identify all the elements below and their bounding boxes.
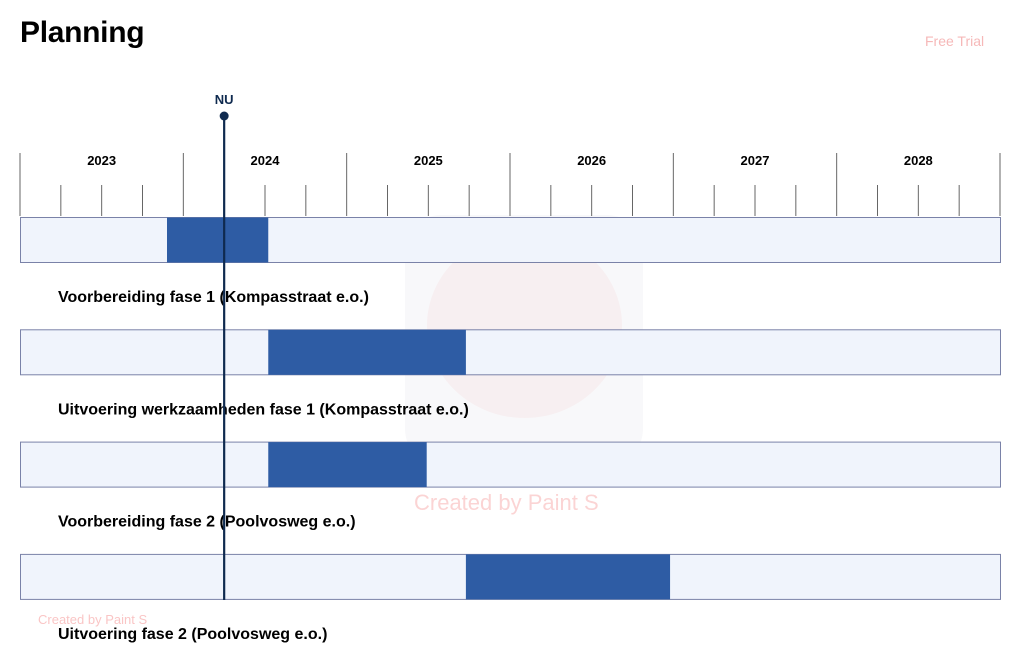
task-label: Voorbereiding fase 1 (Kompasstraat e.o.) <box>58 289 369 306</box>
bottom-watermark: Created by Paint S <box>38 612 148 627</box>
year-tick-label: 2023 <box>87 153 116 168</box>
gantt-track <box>20 329 1001 376</box>
year-tick-label: 2024 <box>251 153 281 168</box>
gantt-bar <box>167 217 269 263</box>
palette-icon <box>427 233 622 418</box>
year-tick-label: 2025 <box>414 153 443 168</box>
center-watermark: Created by Paint S <box>414 490 599 515</box>
task-label: Uitvoering werkzaamheden fase 1 (Kompass… <box>58 401 469 418</box>
page-title: Planning <box>20 16 145 49</box>
task-label: Uitvoering fase 2 (Poolvosweg e.o.) <box>58 626 327 643</box>
year-tick-label: 2028 <box>904 153 933 168</box>
task-label: Voorbereiding fase 2 (Poolvosweg e.o.) <box>58 514 356 531</box>
gantt-bar <box>268 442 427 488</box>
gantt-bar <box>465 554 671 600</box>
year-tick-label: 2027 <box>741 153 770 168</box>
gantt-bar <box>268 329 466 375</box>
year-tick-label: 2026 <box>577 153 606 168</box>
gantt-track <box>20 441 1001 488</box>
free-trial-watermark: Free Trial <box>925 33 985 49</box>
now-marker-label: NU <box>215 92 234 107</box>
